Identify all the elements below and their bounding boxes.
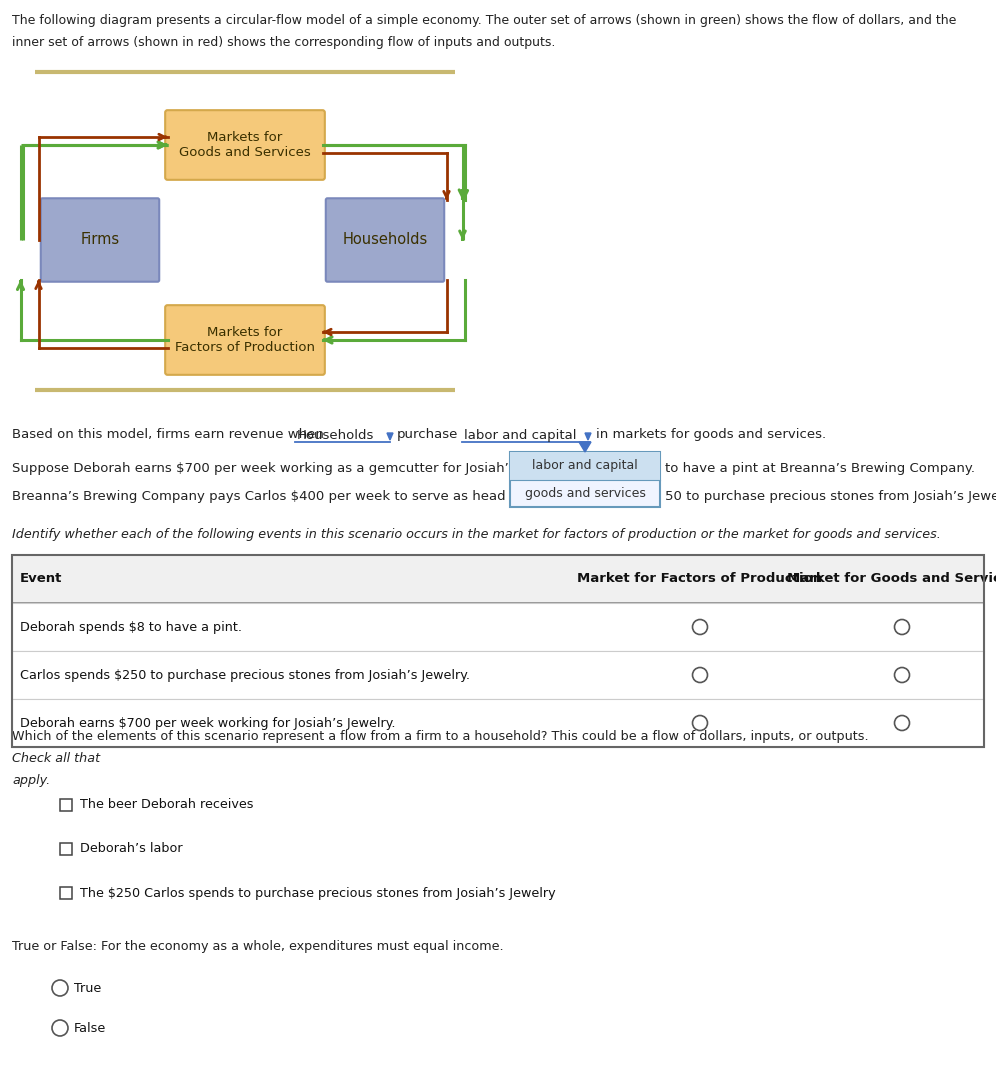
Text: Suppose Deborah earns $700 per week working as a gemcutter for Josiah’s: Suppose Deborah earns $700 per week work… bbox=[12, 462, 516, 475]
FancyBboxPatch shape bbox=[165, 110, 325, 180]
Text: Markets for
Goods and Services: Markets for Goods and Services bbox=[179, 131, 311, 159]
Text: inner set of arrows (shown in red) shows the corresponding flow of inputs and ou: inner set of arrows (shown in red) shows… bbox=[12, 36, 556, 49]
Text: to have a pint at Breanna’s Brewing Company.: to have a pint at Breanna’s Brewing Comp… bbox=[665, 462, 975, 475]
Text: Households: Households bbox=[297, 429, 374, 442]
Text: The beer Deborah receives: The beer Deborah receives bbox=[80, 798, 254, 811]
Text: True: True bbox=[74, 981, 102, 994]
Text: Carlos spends $250 to purchase precious stones from Josiah’s Jewelry.: Carlos spends $250 to purchase precious … bbox=[20, 669, 470, 682]
FancyBboxPatch shape bbox=[165, 305, 325, 374]
FancyBboxPatch shape bbox=[12, 699, 984, 747]
Text: purchase: purchase bbox=[397, 428, 458, 441]
FancyBboxPatch shape bbox=[12, 555, 984, 603]
Text: The $250 Carlos spends to purchase precious stones from Josiah’s Jewelry: The $250 Carlos spends to purchase preci… bbox=[80, 887, 556, 900]
Text: Deborah earns $700 per week working for Josiah’s Jewelry.: Deborah earns $700 per week working for … bbox=[20, 717, 395, 730]
Text: Markets for
Factors of Production: Markets for Factors of Production bbox=[175, 326, 315, 354]
FancyBboxPatch shape bbox=[60, 799, 72, 811]
Text: Households: Households bbox=[343, 232, 427, 247]
Text: goods and services: goods and services bbox=[525, 487, 645, 500]
Text: Event: Event bbox=[20, 572, 63, 585]
Polygon shape bbox=[387, 433, 393, 440]
Text: Check all that: Check all that bbox=[12, 752, 101, 765]
Text: labor and capital: labor and capital bbox=[532, 459, 637, 472]
Text: Deborah spends $8 to have a pint.: Deborah spends $8 to have a pint. bbox=[20, 621, 242, 633]
FancyBboxPatch shape bbox=[326, 198, 444, 281]
Text: Firms: Firms bbox=[81, 232, 120, 247]
Text: Deborah’s labor: Deborah’s labor bbox=[80, 842, 182, 856]
Text: Identify whether each of the following events in this scenario occurs in the mar: Identify whether each of the following e… bbox=[12, 528, 941, 541]
Text: labor and capital: labor and capital bbox=[464, 429, 577, 442]
Text: Based on this model, firms earn revenue when: Based on this model, firms earn revenue … bbox=[12, 428, 328, 441]
Text: Which of the elements of this scenario represent a flow from a firm to a househo: Which of the elements of this scenario r… bbox=[12, 730, 869, 743]
Polygon shape bbox=[585, 433, 591, 440]
Text: apply.: apply. bbox=[12, 774, 50, 788]
Polygon shape bbox=[579, 442, 591, 452]
Text: True or False: For the economy as a whole, expenditures must equal income.: True or False: For the economy as a whol… bbox=[12, 941, 504, 953]
FancyBboxPatch shape bbox=[510, 452, 660, 479]
Text: The following diagram presents a circular-flow model of a simple economy. The ou: The following diagram presents a circula… bbox=[12, 14, 956, 27]
FancyBboxPatch shape bbox=[12, 651, 984, 699]
FancyBboxPatch shape bbox=[60, 887, 72, 899]
Text: False: False bbox=[74, 1022, 107, 1035]
Text: 50 to purchase precious stones from Josiah’s Jewelry.: 50 to purchase precious stones from Josi… bbox=[665, 490, 996, 503]
Text: Market for Goods and Services: Market for Goods and Services bbox=[787, 572, 996, 585]
FancyBboxPatch shape bbox=[41, 198, 159, 281]
FancyBboxPatch shape bbox=[60, 843, 72, 855]
FancyBboxPatch shape bbox=[12, 603, 984, 651]
Text: Market for Factors of Production: Market for Factors of Production bbox=[578, 572, 823, 585]
Text: in markets for goods and services.: in markets for goods and services. bbox=[596, 428, 826, 441]
Text: Breanna’s Brewing Company pays Carlos $400 per week to serve as head b: Breanna’s Brewing Company pays Carlos $4… bbox=[12, 490, 518, 503]
FancyBboxPatch shape bbox=[510, 452, 660, 507]
